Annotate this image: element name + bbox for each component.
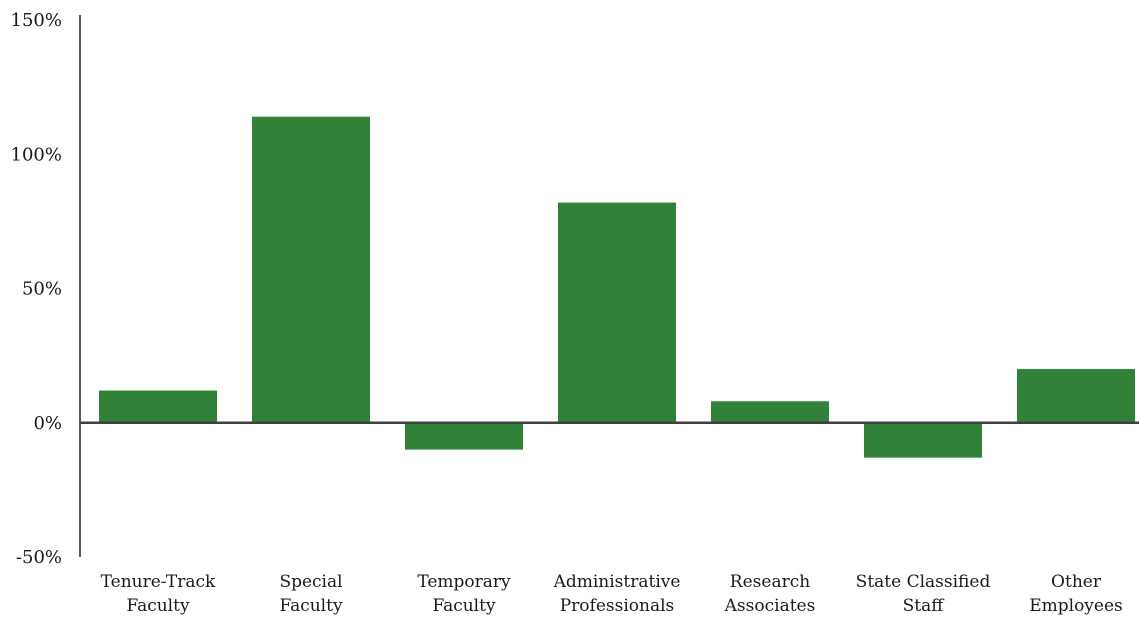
- x-category-label: Administrative Professionals: [553, 572, 681, 616]
- x-category-label-line: Special: [279, 572, 342, 592]
- x-category-label-line: Temporary: [417, 572, 511, 592]
- bar: [711, 401, 829, 423]
- x-category-label-line: Research: [730, 572, 810, 592]
- bar: [99, 390, 217, 423]
- x-category-label-line: Administrative: [553, 572, 681, 592]
- x-category-label-line: Faculty: [126, 596, 190, 616]
- y-tick-label: 100%: [11, 144, 62, 165]
- bar: [1017, 369, 1135, 423]
- x-category-label-line: Other: [1051, 572, 1102, 592]
- y-tick-label: -50%: [16, 547, 62, 568]
- x-category-label-line: Tenure-Track: [101, 572, 216, 592]
- x-category-label: Temporary Faculty: [417, 572, 511, 616]
- y-axis-ticks: 150% 100% 50% 0% -50%: [11, 10, 62, 568]
- x-category-label: Tenure-Track Faculty: [101, 572, 216, 616]
- x-category-label: Special Faculty: [279, 572, 343, 616]
- x-category-label-line: Staff: [903, 596, 946, 616]
- x-category-label-line: Faculty: [432, 596, 496, 616]
- bars: [99, 116, 1135, 458]
- x-category-label-line: Faculty: [279, 596, 343, 616]
- x-category-label: Other Employees: [1029, 572, 1123, 616]
- x-category-label-line: Associates: [724, 596, 816, 616]
- x-category-label-line: Employees: [1029, 596, 1123, 616]
- x-category-label: State Classified Staff: [856, 572, 991, 616]
- bar: [864, 422, 982, 458]
- bar: [252, 116, 370, 423]
- y-tick-label: 0%: [33, 413, 62, 434]
- x-category-label: Research Associates: [724, 572, 816, 616]
- bar: [405, 422, 523, 450]
- bar: [558, 202, 676, 423]
- y-tick-label: 150%: [11, 10, 62, 31]
- x-category-label-line: State Classified: [856, 572, 991, 592]
- x-category-label-line: Professionals: [560, 596, 675, 616]
- y-tick-label: 50%: [22, 279, 62, 300]
